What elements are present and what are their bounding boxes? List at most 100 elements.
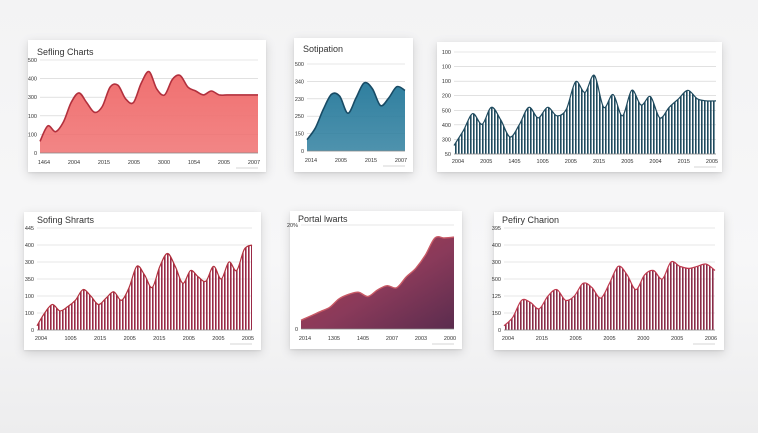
bar	[508, 261, 510, 330]
bar	[512, 75, 514, 154]
bar	[535, 261, 537, 330]
area-fill	[40, 71, 258, 153]
y-tick-label: 500	[295, 62, 304, 68]
bar	[601, 261, 603, 330]
bar	[557, 75, 559, 154]
chart-svg: 0 100 100 300 400 500 1464 2004 2015 2005 3000 1054…	[28, 58, 260, 169]
bar	[658, 261, 660, 330]
bar	[455, 75, 457, 154]
bar	[38, 245, 40, 330]
x-tick-label: 1054	[188, 160, 200, 166]
bar	[89, 245, 91, 330]
bar	[581, 75, 583, 154]
bar	[592, 261, 594, 330]
chart-svg: 0 100 100 350 300 400 445 2004 1005 2015 2005 2015 2…	[25, 226, 254, 345]
bar	[479, 75, 481, 154]
bar	[59, 245, 61, 330]
bar	[571, 261, 573, 330]
x-tick-label: 2004	[502, 336, 514, 342]
bar	[215, 245, 217, 330]
y-tick-label: 0	[34, 151, 37, 157]
bar	[521, 75, 523, 154]
bar	[146, 245, 148, 330]
bar	[71, 245, 73, 330]
y-tick-label: 500	[492, 277, 501, 283]
bar	[179, 245, 181, 330]
x-tick-label: 2015	[536, 336, 548, 342]
bar	[616, 261, 618, 330]
bar	[697, 261, 699, 330]
bar	[119, 245, 121, 330]
bar	[701, 75, 703, 154]
x-tick-label: 2005	[621, 159, 633, 165]
x-tick-label: 2015	[365, 158, 377, 164]
x-tick-label: 2005	[706, 159, 718, 165]
y-tick-label: 230	[295, 97, 304, 103]
bar	[65, 245, 67, 330]
bar	[643, 261, 645, 330]
bar	[505, 261, 507, 330]
bar	[101, 245, 103, 330]
bar	[107, 245, 109, 330]
x-tick-label: 2004	[452, 159, 464, 165]
y-tick-label: 395	[492, 226, 501, 232]
bar	[712, 261, 714, 330]
chart-card-1: Sefling Charts 0 100 100 300 400 500 1464 2004 2…	[28, 40, 266, 172]
bar	[667, 261, 669, 330]
bar	[476, 75, 478, 154]
bar	[485, 75, 487, 154]
bar	[464, 75, 466, 154]
x-tick-label: 2005	[565, 159, 577, 165]
bar	[596, 75, 598, 154]
bar	[488, 75, 490, 154]
bar	[110, 245, 112, 330]
y-tick-label: 100	[25, 311, 34, 317]
bar	[650, 75, 652, 154]
bar	[550, 261, 552, 330]
x-tick-label: 2007	[248, 160, 260, 166]
bar	[635, 75, 637, 154]
bar	[704, 75, 706, 154]
bar	[559, 261, 561, 330]
series-line	[306, 81, 406, 141]
bar	[578, 75, 580, 154]
bar	[671, 75, 673, 154]
bar	[526, 261, 528, 330]
bar	[131, 245, 133, 330]
bar	[632, 75, 634, 154]
bar	[625, 261, 627, 330]
x-tick-label: 2005	[671, 336, 683, 342]
x-tick-label: 2005	[183, 336, 195, 342]
bar	[239, 245, 241, 330]
bar	[569, 75, 571, 154]
bar	[206, 245, 208, 330]
bar	[503, 75, 505, 154]
bar	[691, 261, 693, 330]
bar	[551, 75, 553, 154]
bar	[554, 75, 556, 154]
bar	[80, 245, 82, 330]
x-tick-label: 2006	[705, 336, 717, 342]
bar	[152, 245, 154, 330]
bar	[200, 245, 202, 330]
bar	[638, 75, 640, 154]
bar	[113, 245, 115, 330]
bar	[530, 75, 532, 154]
bar	[566, 75, 568, 154]
bar	[710, 75, 712, 154]
x-tick-label: 2005	[480, 159, 492, 165]
chart-svg: 0 150 250 230 340 500 2014 2005 2015 2007	[295, 62, 407, 167]
bar	[62, 245, 64, 330]
bar	[545, 75, 547, 154]
y-tick-label: 125	[492, 294, 501, 300]
bar	[574, 261, 576, 330]
x-tick-label: 2004	[35, 336, 47, 342]
x-tick-label: 1305	[328, 336, 340, 342]
bar	[580, 261, 582, 330]
bar	[185, 245, 187, 330]
bar	[53, 245, 55, 330]
bar	[692, 75, 694, 154]
bar	[670, 261, 672, 330]
bar	[595, 261, 597, 330]
bar	[688, 261, 690, 330]
